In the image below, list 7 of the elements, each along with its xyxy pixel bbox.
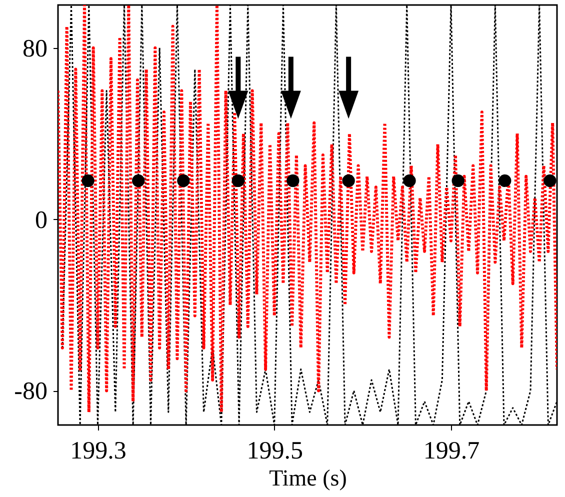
x-tick-label: 199.5 [246, 438, 304, 464]
y-tick-label: -80 [14, 378, 48, 406]
x-tick-label: 199.7 [423, 438, 480, 464]
x-tick-label: 199.3 [70, 438, 126, 464]
y-tick-label: 80 [22, 35, 48, 62]
y-tick-label: 0 [35, 206, 48, 234]
x-axis-title: Time (s) [269, 466, 347, 490]
